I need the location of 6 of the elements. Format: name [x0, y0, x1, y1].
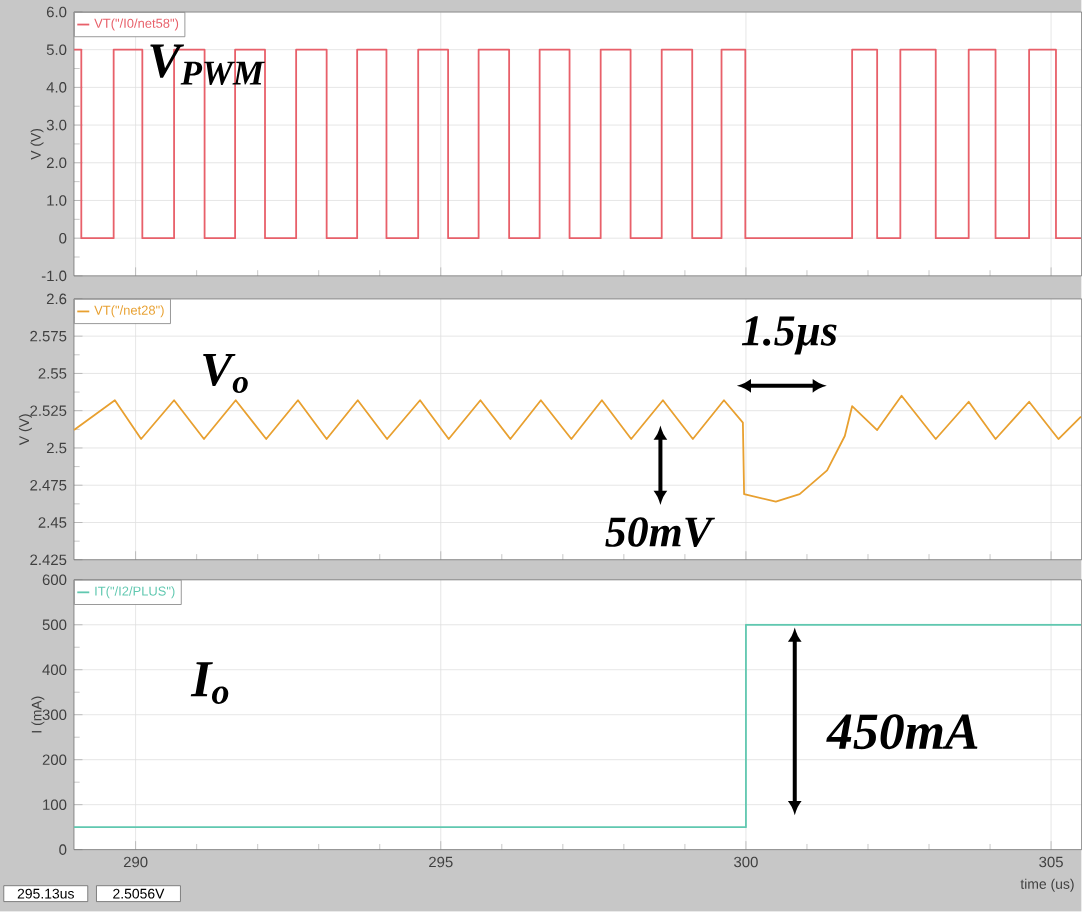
annotation: 1.5µs — [741, 316, 837, 355]
annotation: V$_{o}$ — [203, 354, 248, 394]
annotation: 450mA — [826, 714, 978, 750]
line-series — [73, 395, 1082, 503]
annotation: I$_{o}$ — [190, 662, 229, 705]
annotation: 50mV — [605, 517, 715, 548]
